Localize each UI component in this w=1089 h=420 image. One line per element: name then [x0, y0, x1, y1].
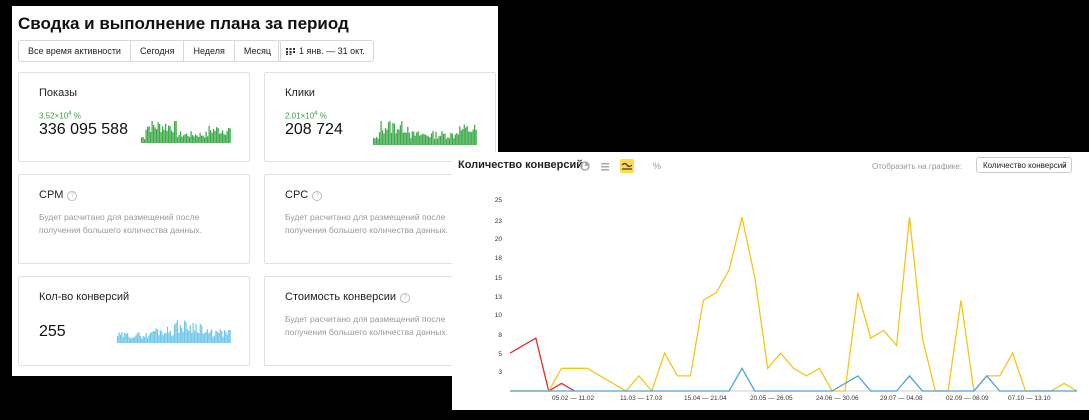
- y-tick-label: 20: [494, 236, 502, 243]
- date-range-label: 1 янв. — 31 окт.: [299, 46, 365, 56]
- y-tick-label: 5: [498, 351, 502, 358]
- card-description: Будет расчитано для размещений после пол…: [39, 212, 202, 235]
- series-line-2: [510, 366, 1077, 392]
- y-tick-label: 18: [494, 255, 502, 262]
- y-tick-label: 10: [494, 312, 502, 319]
- chart-title: Количество конверсий: [458, 159, 583, 171]
- metric-value: 336 095 588: [39, 121, 128, 138]
- y-tick-label: 25: [494, 197, 502, 204]
- bar-chart-icon[interactable]: [598, 159, 612, 173]
- card-clicks[interactable]: Клики 2.01×104 % 208 724: [264, 72, 496, 162]
- info-icon[interactable]: ?: [312, 191, 323, 201]
- clicks-sparkline: [373, 121, 477, 145]
- metric-select[interactable]: Количество конверсий ⌄: [976, 157, 1072, 173]
- conversions-line-chart: [509, 216, 1078, 393]
- percent-icon[interactable]: %: [652, 161, 661, 171]
- tab-week[interactable]: Неделя: [184, 41, 235, 61]
- period-tabs: Все время активности Сегодня Неделя Меся…: [18, 40, 281, 62]
- x-tick-label: 15.04 — 21.04: [684, 395, 727, 402]
- metric-value: 208 724: [285, 121, 343, 138]
- tab-month[interactable]: Месяц: [243, 46, 271, 56]
- tab-all-time[interactable]: Все время активности: [19, 41, 131, 61]
- x-tick-label: 24.06 — 30.06: [816, 395, 859, 402]
- x-tick-label: 11.03 — 17.03: [620, 395, 663, 402]
- growth-value: 3.52×104 %: [39, 111, 81, 121]
- summary-panel: Сводка и выполнение плана за период Все …: [12, 6, 498, 376]
- card-title: Стоимость конверсии?: [285, 291, 410, 303]
- line-chart-icon[interactable]: [620, 159, 634, 173]
- info-icon[interactable]: ?: [67, 191, 78, 201]
- x-tick-label: 05.02 — 11.02: [552, 395, 595, 402]
- card-impressions[interactable]: Показы 3.52×104 % 336 095 588: [18, 72, 250, 162]
- y-tick-label: 15: [494, 275, 502, 282]
- x-tick-label: 29.07 — 04.08: [880, 395, 923, 402]
- y-tick-label: 8: [498, 332, 502, 339]
- card-title: Показы: [39, 87, 78, 99]
- x-tick-label: 07.10 — 13.10: [1008, 395, 1051, 402]
- pie-chart-icon[interactable]: [578, 159, 592, 173]
- info-icon[interactable]: ?: [400, 293, 410, 303]
- metric-value: 255: [39, 323, 66, 340]
- impressions-sparkline: [141, 121, 231, 143]
- x-tick-label: 02.09 — 08.09: [946, 395, 989, 402]
- calendar-grid-icon: [286, 47, 295, 55]
- x-tick-label: 20.05 — 26.05: [750, 395, 793, 402]
- card-title: CPC?: [285, 189, 323, 201]
- tab-today[interactable]: Сегодня: [131, 41, 185, 61]
- card-conversions[interactable]: Кол-во конверсий 255: [18, 276, 250, 366]
- card-description: Будет расчитано для размещений после пол…: [285, 212, 448, 235]
- page-title: Сводка и выполнение плана за период: [18, 14, 349, 33]
- y-tick-label: 3: [498, 369, 502, 376]
- conversions-chart-panel: Количество конверсий % Отобразить на гра…: [452, 152, 1089, 410]
- card-title: CPM?: [39, 189, 78, 201]
- growth-value: 2.01×104 %: [285, 111, 327, 121]
- chevron-down-icon: ⌄: [1061, 162, 1067, 169]
- conversions-sparkline: [117, 320, 231, 343]
- card-description: Будет расчитано для размещений после пол…: [285, 314, 448, 337]
- card-cpm[interactable]: CPM? Будет расчитано для размещений посл…: [18, 174, 250, 264]
- show-on-chart-label: Отобразить на графике:: [872, 162, 963, 171]
- date-range-picker[interactable]: 1 янв. — 31 окт.: [278, 40, 374, 62]
- card-title: Кол-во конверсий: [39, 291, 130, 303]
- series-line-1: [510, 216, 1078, 393]
- y-tick-label: 13: [494, 294, 502, 301]
- series-line-0: [509, 337, 575, 393]
- card-title: Клики: [285, 87, 315, 99]
- y-tick-label: 23: [494, 218, 502, 225]
